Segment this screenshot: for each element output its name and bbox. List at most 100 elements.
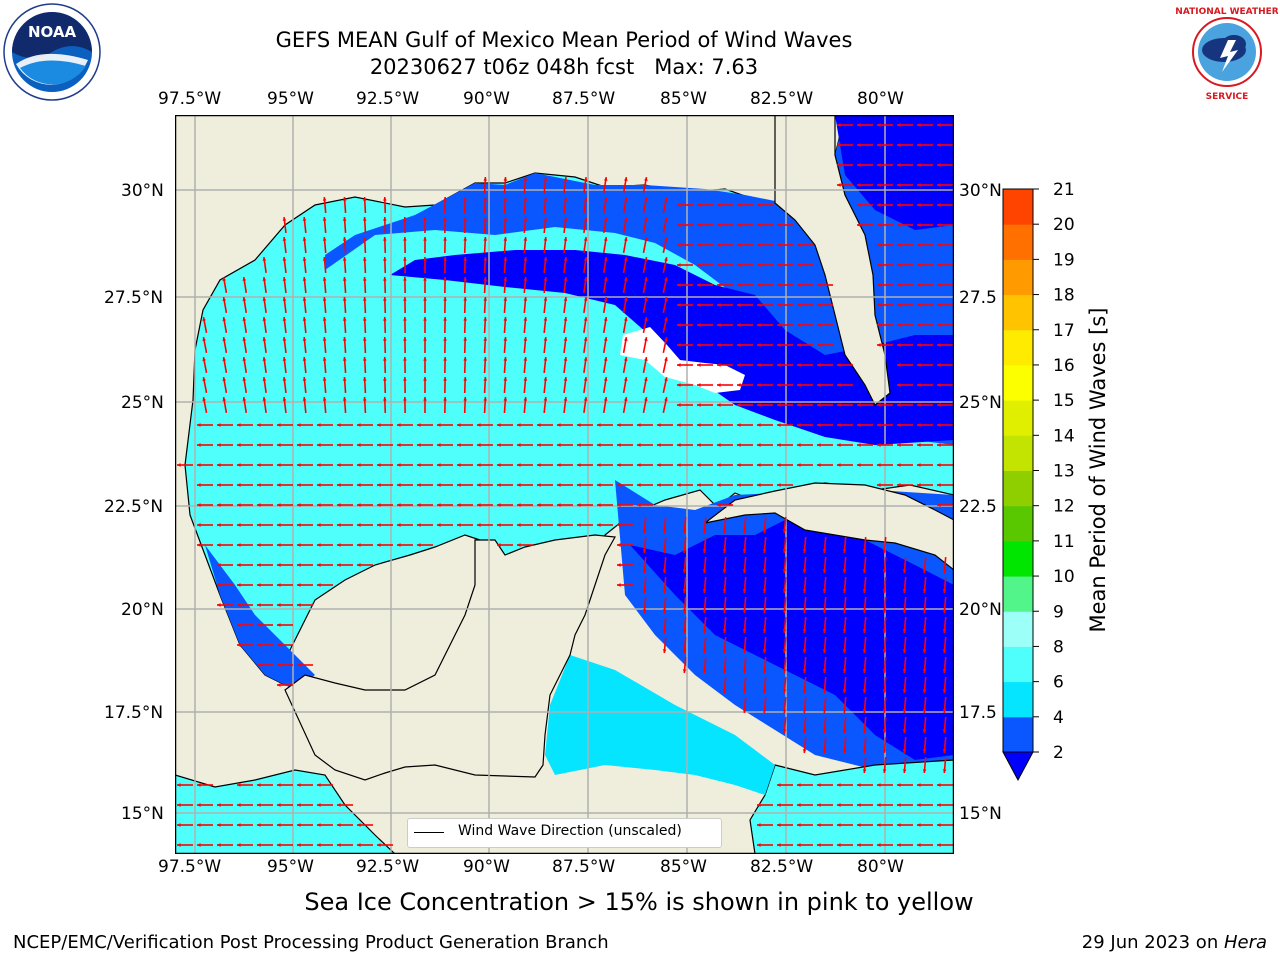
wind-wave-arrowhead xyxy=(597,443,601,447)
wind-wave-arrowhead xyxy=(277,443,281,447)
wave-period-band-2-4 xyxy=(325,115,954,445)
wind-wave-arrowhead xyxy=(702,589,707,593)
wind-wave-arrowhead xyxy=(842,689,847,693)
colorbar-tick-label: 6 xyxy=(1053,673,1064,693)
wind-wave-arrowhead xyxy=(583,377,588,381)
wind-wave-arrowhead xyxy=(383,297,387,301)
wind-wave-arrowhead xyxy=(897,203,901,207)
wind-wave-arrowhead xyxy=(897,343,901,347)
wind-wave-arrowhead xyxy=(277,543,281,547)
wind-wave-arrowhead xyxy=(403,377,407,381)
wind-wave-arrowhead xyxy=(337,803,341,807)
wind-wave-arrowhead xyxy=(644,237,648,241)
wind-wave-arrowhead xyxy=(677,303,681,307)
wind-wave-arrowhead xyxy=(882,769,887,773)
wind-wave-arrowhead xyxy=(383,377,387,381)
wind-wave-arrowhead xyxy=(697,283,701,287)
wind-wave-arrowhead xyxy=(463,337,467,341)
wind-wave-arrowhead xyxy=(857,183,861,187)
lon-label: 80°W xyxy=(857,89,904,109)
wind-wave-arrowhead xyxy=(222,397,227,401)
wind-wave-arrowhead xyxy=(882,569,887,573)
wind-wave-arrowhead xyxy=(257,483,261,487)
chart-title: GEFS MEAN Gulf of Mexico Mean Period of … xyxy=(275,28,853,52)
colorbar-band xyxy=(1003,259,1033,296)
wind-wave-arrowhead xyxy=(603,177,608,181)
wind-wave-arrowhead xyxy=(177,803,181,807)
wind-wave-arrowhead xyxy=(737,403,741,407)
map-legend: Wind Wave Direction (unscaled) xyxy=(407,818,722,848)
wind-wave-arrowhead xyxy=(697,403,701,407)
wind-wave-arrowhead xyxy=(857,403,861,407)
colorbar-band xyxy=(1003,716,1033,753)
wind-wave-arrowhead xyxy=(777,783,781,787)
wind-wave-arrowhead xyxy=(922,709,927,713)
wind-wave-arrowhead xyxy=(742,689,747,693)
lat-label: 17.5 xyxy=(959,703,997,723)
wind-wave-arrowhead xyxy=(822,729,827,733)
wind-wave-arrowhead xyxy=(762,669,767,673)
wind-wave-arrowhead xyxy=(417,463,421,467)
wind-wave-arrowhead xyxy=(877,243,881,247)
wind-wave-arrowhead xyxy=(677,263,681,267)
wind-wave-arrowhead xyxy=(757,803,761,807)
lat-label: 27.5°N xyxy=(104,288,164,308)
wind-wave-arrowhead xyxy=(577,423,581,427)
wind-wave-arrowhead xyxy=(623,317,628,321)
wind-wave-arrowhead xyxy=(217,843,221,847)
wind-wave-arrowhead xyxy=(782,649,787,653)
wind-wave-arrowhead xyxy=(537,523,541,527)
wind-wave-arrowhead xyxy=(503,197,508,201)
wind-wave-arrowhead xyxy=(603,257,608,261)
wind-wave-arrowhead xyxy=(197,823,201,827)
wind-wave-arrowhead xyxy=(782,589,787,593)
wind-wave-arrowhead xyxy=(882,729,887,733)
wind-wave-arrowhead xyxy=(597,503,601,507)
wind-wave-arrowhead xyxy=(722,589,727,593)
wind-wave-arrowhead xyxy=(862,749,867,753)
wind-wave-arrowhead xyxy=(857,143,861,147)
wind-wave-arrowhead xyxy=(217,583,221,587)
wind-wave-arrowhead xyxy=(397,483,401,487)
wind-wave-arrowhead xyxy=(617,503,621,507)
wind-wave-arrowhead xyxy=(623,197,628,201)
wind-wave-arrowhead xyxy=(197,783,201,787)
wind-wave-arrowhead xyxy=(217,463,221,467)
wind-wave-arrowhead xyxy=(362,277,367,281)
wind-wave-arrowhead xyxy=(644,277,648,281)
wind-wave-arrowhead xyxy=(242,317,247,321)
wind-wave-arrowhead xyxy=(257,603,261,607)
wind-wave-arrowhead xyxy=(757,483,761,487)
wind-wave-arrowhead xyxy=(782,529,787,533)
wind-wave-arrowhead xyxy=(782,629,787,633)
wind-wave-arrowhead xyxy=(664,357,668,362)
wind-wave-arrowhead xyxy=(682,589,687,593)
wind-wave-arrowhead xyxy=(477,463,481,467)
wind-wave-arrowhead xyxy=(342,397,347,401)
wind-wave-arrowhead xyxy=(403,397,407,401)
colorbar-tick-label: 17 xyxy=(1053,321,1075,341)
wind-wave-arrowhead xyxy=(197,843,201,847)
wind-wave-arrowhead xyxy=(822,669,827,673)
wind-wave-arrowhead xyxy=(342,237,347,241)
wind-wave-arrowhead xyxy=(762,609,767,613)
lon-label: 87.5°W xyxy=(552,857,616,877)
colorbar-tick-label: 10 xyxy=(1053,567,1075,587)
wind-wave-arrowhead xyxy=(537,503,541,507)
wind-wave-arrowhead xyxy=(403,357,407,361)
wind-wave-arrowhead xyxy=(877,183,881,187)
wind-wave-arrowhead xyxy=(282,377,287,381)
wind-wave-arrowhead xyxy=(322,337,327,341)
wind-wave-arrowhead xyxy=(797,803,801,807)
wind-wave-arrowhead xyxy=(317,523,321,527)
wind-wave-arrowhead xyxy=(777,423,781,427)
wind-wave-arrowhead xyxy=(463,357,467,361)
wind-wave-arrowhead xyxy=(877,443,881,447)
wind-wave-arrowhead xyxy=(342,277,347,281)
wind-wave-arrowhead xyxy=(443,297,447,301)
wind-wave-arrowhead xyxy=(877,263,881,267)
wind-wave-arrowhead xyxy=(237,783,241,787)
wind-wave-arrowhead xyxy=(197,423,201,427)
wind-wave-arrowhead xyxy=(897,423,901,427)
lon-label: 97.5°W xyxy=(158,89,222,109)
